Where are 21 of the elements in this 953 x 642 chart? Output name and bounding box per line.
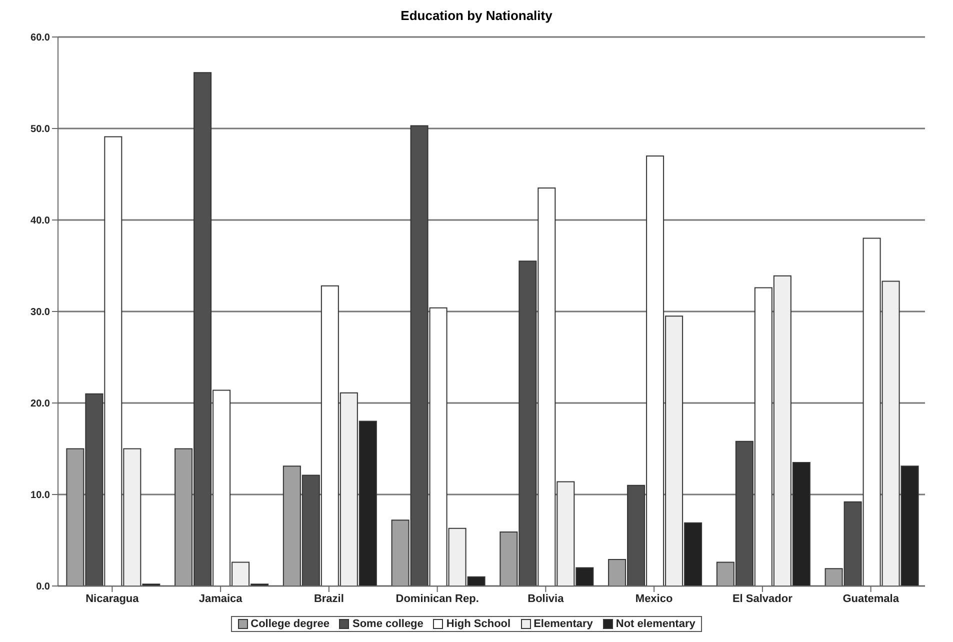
y-tick-label: 20.0 xyxy=(30,398,50,410)
x-tick-label: Mexico xyxy=(635,592,673,605)
y-tick-label: 0.0 xyxy=(36,582,50,593)
y-tick-label: 10.0 xyxy=(30,490,50,502)
legend-label: Not elementary xyxy=(614,618,696,630)
y-tick-label: 60.0 xyxy=(30,32,50,44)
x-tick-label: Nicaragua xyxy=(86,592,140,605)
x-tick-label: Bolivia xyxy=(528,592,565,605)
legend-label: College degree xyxy=(250,618,330,630)
y-tick-label: 50.0 xyxy=(30,124,50,136)
x-tick-label: Dominican Rep. xyxy=(396,592,479,605)
legend-label: Some college xyxy=(351,618,424,630)
chart-title: Education by Nationality xyxy=(400,8,554,23)
x-tick-label: Guatemala xyxy=(842,592,900,605)
legend-label: High School xyxy=(445,618,511,630)
x-tick-label: Jamaica xyxy=(198,592,244,605)
x-tick-label: Brazil xyxy=(314,592,344,605)
x-tick-label: El Salvador xyxy=(732,592,794,605)
y-tick-label: 40.0 xyxy=(30,216,50,227)
legend-label: Elementary xyxy=(532,618,593,630)
y-tick-label: 30.0 xyxy=(30,307,50,318)
